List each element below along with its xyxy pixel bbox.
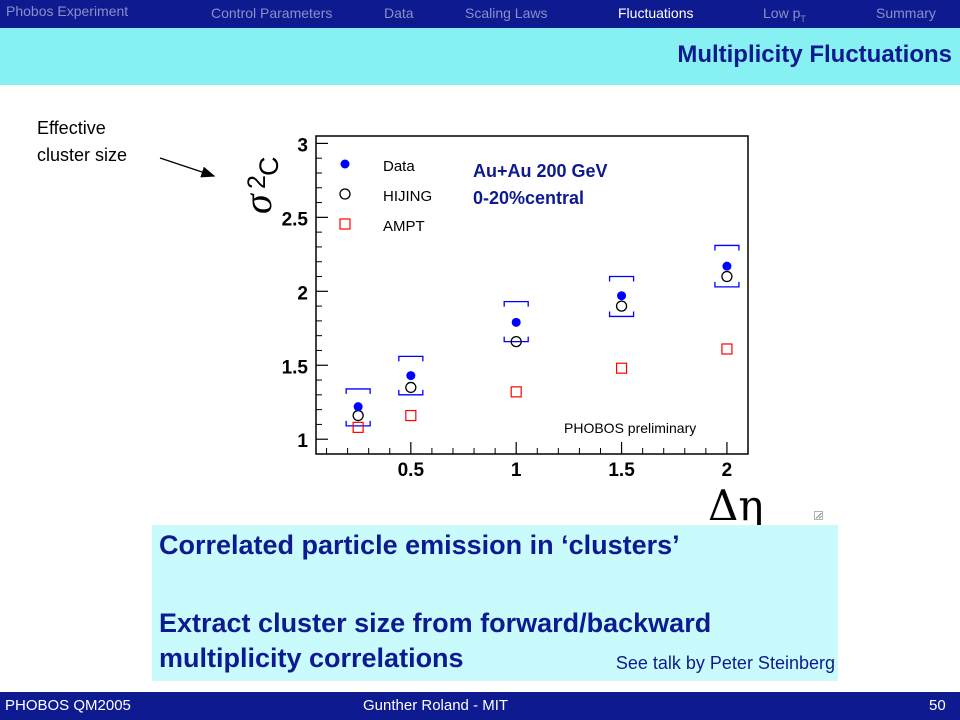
footer-conference: PHOBOS QM2005 (5, 697, 131, 714)
systematic-bracket-upper (398, 355, 424, 362)
series-ampt (352, 343, 733, 433)
hijing-point (615, 300, 628, 312)
legend-marker-data (340, 159, 350, 169)
nav-low-pt-label: Low p (763, 5, 801, 21)
nav-data[interactable]: Data (384, 5, 414, 21)
x-tick-labels: 0.5 1 1.5 2 (398, 460, 733, 481)
y-axis-label-superscript: 2 (243, 175, 271, 189)
callout-line-2: cluster size (37, 145, 128, 165)
data-point (722, 261, 732, 271)
nav-low-pt-subscript: T (800, 13, 806, 24)
data-point (511, 317, 521, 327)
x-axis-label: Δη (708, 481, 764, 530)
nav-control-parameters[interactable]: Control Parameters (211, 5, 333, 21)
systematic-bracket-upper (608, 275, 635, 282)
systematic-bracket-lower (345, 420, 371, 427)
series-hijing (352, 270, 733, 422)
hijing-point (405, 381, 417, 394)
legend-marker-ampt (339, 218, 351, 230)
callout-arrow (159, 157, 216, 178)
systematic-bracket-upper (345, 388, 371, 394)
summary-textbox: Correlated particle emission in ‘cluster… (152, 525, 838, 681)
data-point (617, 291, 627, 301)
footer-bar: PHOBOS QM2005 Gunther Roland - MIT 50 (0, 692, 960, 720)
y-axis-label-subscript: C (254, 157, 284, 177)
legend-label-ampt: AMPT (383, 218, 425, 235)
ampt-point (615, 362, 628, 374)
callout-label: Effective cluster size (37, 115, 127, 169)
ampt-point (352, 421, 364, 433)
y-tick-label: 1 (297, 431, 308, 452)
x-tick-label: 0.5 (398, 460, 425, 481)
annotation-collision-system: Au+Au 200 GeV (473, 161, 608, 181)
title-band: Multiplicity Fluctuations (0, 28, 960, 85)
hijing-point (721, 270, 733, 283)
slide-title: Multiplicity Fluctuations (677, 41, 952, 68)
ampt-point (405, 409, 417, 422)
series-data (353, 261, 732, 412)
x-tick-label: 1 (511, 460, 522, 481)
systematic-bracket-upper (714, 244, 740, 251)
plot-area (315, 135, 749, 455)
nav-summary[interactable]: Summary (876, 5, 936, 21)
nav-low-pt[interactable]: Low pT (763, 5, 806, 24)
data-point (406, 371, 416, 381)
systematic-bracket-upper (503, 301, 529, 307)
y-tick-label: 2 (297, 283, 308, 304)
x-tick-label: 1.5 (608, 460, 635, 481)
textbox-line-1: Correlated particle emission in ‘cluster… (159, 530, 680, 560)
systematic-bracket-lower (714, 281, 740, 288)
y-tick-label: 3 (297, 135, 308, 156)
y-axis-label: σ 2 C (235, 157, 284, 215)
hijing-point (510, 335, 522, 348)
x-tick-label: 2 (722, 460, 733, 481)
legend-label-hijing: HIJING (383, 188, 432, 205)
legend-marker-hijing (339, 188, 351, 200)
data-point (353, 402, 363, 412)
annotation-centrality: 0-20%central (473, 188, 584, 208)
y-tick-labels: 1 1.5 2 2.5 3 (282, 135, 309, 452)
top-nav-bar: Phobos Experiment Control Parameters Dat… (0, 0, 960, 28)
y-axis-label-symbol: σ (235, 193, 280, 214)
nav-brand[interactable]: Phobos Experiment (6, 3, 129, 19)
footer-presenter: Gunther Roland - MIT (363, 697, 509, 714)
systematic-bracket-lower (398, 389, 424, 396)
systematic-bracket-lower (608, 311, 635, 318)
ampt-point (510, 386, 522, 398)
legend: Data HIJING AMPT (339, 158, 432, 235)
y-tick-label: 1.5 (282, 357, 309, 378)
y-tick-label: 2.5 (282, 209, 309, 230)
callout-line-1: Effective (37, 118, 106, 138)
legend-label-data: Data (383, 158, 415, 175)
textbox-line-2: Extract cluster size from forward/backwa… (159, 608, 712, 638)
watermark-preliminary: PHOBOS preliminary (564, 420, 696, 436)
textbox-talk-reference: See talk by Peter Steinberg (615, 653, 835, 673)
systematic-bracket-lower (503, 336, 529, 343)
textbox-line-3: multiplicity correlations (159, 643, 464, 673)
resize-handle-icon[interactable] (814, 511, 823, 520)
ampt-point (721, 343, 733, 355)
footer-page-number: 50 (929, 697, 946, 714)
systematic-brackets (345, 244, 740, 427)
nav-fluctuations[interactable]: Fluctuations (618, 5, 694, 21)
axis-ticks (316, 142, 728, 454)
nav-scaling-laws[interactable]: Scaling Laws (465, 5, 548, 21)
